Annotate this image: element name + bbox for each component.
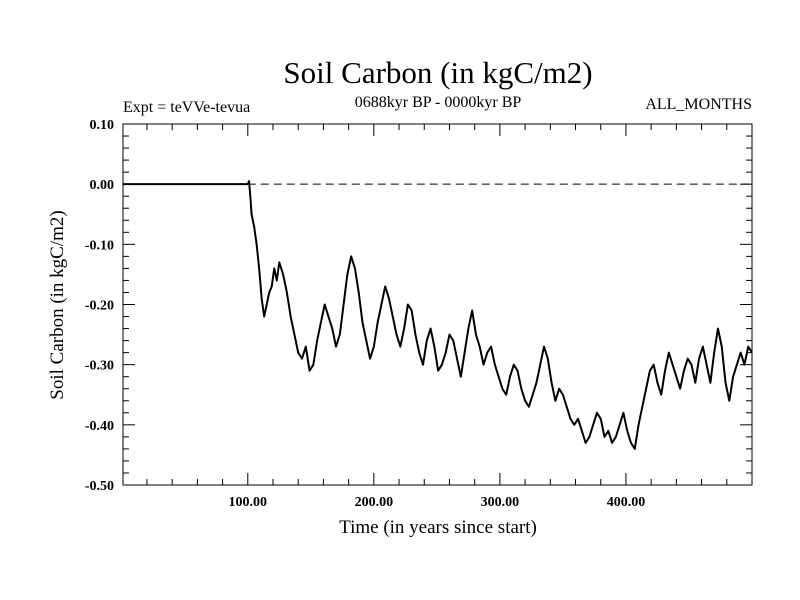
x-tick-label: 100.00	[229, 495, 268, 510]
experiment-label: Expt = teVVe-tevua	[123, 99, 250, 116]
period-label: 0688kyr BP - 0000kyr BP	[355, 94, 522, 111]
series-layer	[123, 180, 753, 450]
y-tick-label: -0.20	[85, 299, 114, 314]
x-tick-label: 200.00	[355, 495, 394, 510]
series-line-0	[123, 180, 753, 450]
x-axis-ticks: 100.00 200.00 300.00 400.00	[146, 124, 728, 510]
y-tick-label: -0.10	[85, 238, 114, 253]
y-tick-label: 0.10	[90, 118, 115, 133]
y-tick-label: 0.00	[90, 178, 115, 193]
y-tick-label: -0.50	[85, 479, 114, 494]
y-axis-label: Soil Carbon (in kgC/m2)	[47, 210, 68, 399]
y-axis-ticks: 0.10 0.00 -0.10 -0.20 -0.30 -0.40 -0.50	[85, 118, 752, 494]
x-tick-label: 300.00	[481, 495, 520, 510]
x-axis-label: Time (in years since start)	[339, 517, 537, 538]
months-label: ALL_MONTHS	[645, 96, 752, 113]
y-tick-label: -0.40	[85, 419, 114, 434]
y-tick-label: -0.30	[85, 359, 114, 374]
x-tick-label: 400.00	[607, 495, 646, 510]
chart-title: Soil Carbon (in kgC/m2)	[283, 55, 592, 90]
